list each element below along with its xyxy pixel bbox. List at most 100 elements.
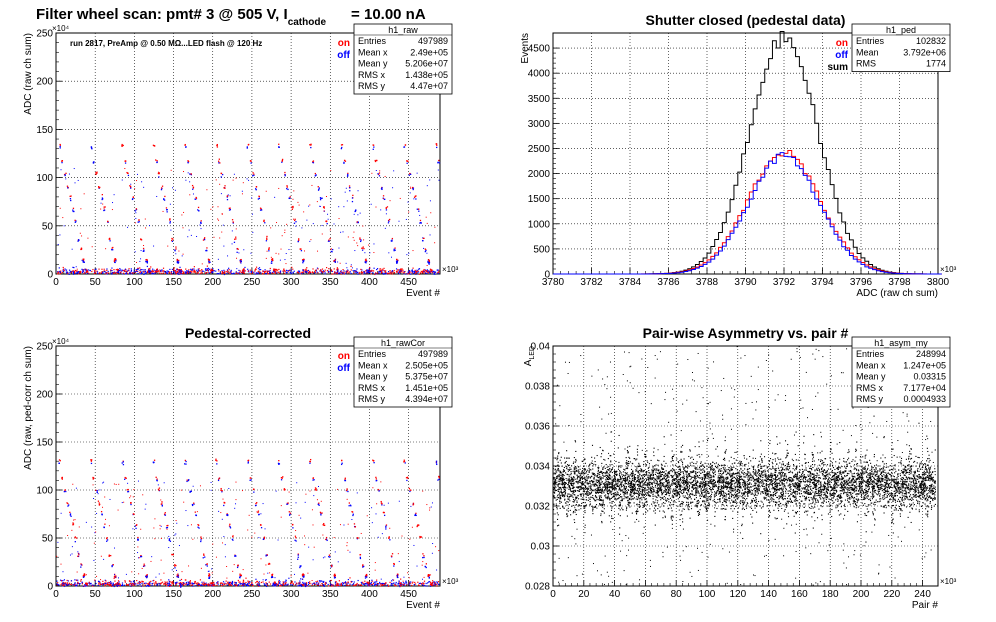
x-tick-label: 3800: [927, 277, 950, 288]
data-point: [207, 267, 210, 269]
scatter-points: [56, 458, 440, 588]
data-point: [375, 169, 377, 171]
data-point: [739, 475, 741, 477]
data-point: [240, 582, 242, 585]
data-point: [709, 473, 711, 475]
data-point: [277, 584, 280, 586]
data-point: [847, 451, 849, 454]
data-point: [208, 272, 210, 274]
data-point: [314, 489, 316, 491]
y-tick-label: 150: [36, 438, 53, 449]
data-point: [204, 269, 207, 271]
data-point: [91, 459, 93, 461]
data-point: [422, 556, 424, 559]
data-point: [219, 162, 221, 164]
data-point: [293, 270, 295, 272]
data-point: [134, 582, 136, 584]
data-point: [189, 270, 192, 272]
data-point: [908, 499, 910, 501]
data-point: [78, 553, 80, 555]
data-point: [222, 498, 224, 500]
data-point: [161, 272, 163, 274]
data-point: [85, 584, 88, 587]
data-point: [113, 269, 115, 271]
data-point: [184, 271, 186, 273]
data-point: [377, 536, 379, 538]
histogram-on: [553, 149, 942, 275]
data-point: [882, 489, 884, 491]
data-point: [259, 209, 262, 211]
data-point: [323, 270, 325, 273]
data-point: [316, 584, 319, 586]
data-point: [242, 271, 244, 274]
data-point: [385, 524, 388, 526]
data-point: [724, 470, 726, 472]
data-point: [98, 502, 100, 504]
data-point: [95, 489, 97, 491]
data-point: [103, 270, 105, 272]
data-point: [135, 583, 137, 585]
data-point: [401, 583, 403, 585]
data-point: [352, 513, 354, 515]
data-point: [82, 576, 85, 578]
data-point: [383, 504, 385, 506]
data-point: [264, 272, 266, 274]
data-point: [333, 575, 336, 578]
data-point: [226, 565, 228, 567]
data-point: [408, 272, 411, 274]
data-point: [145, 585, 148, 587]
data-point: [344, 477, 346, 479]
data-point: [327, 240, 329, 242]
data-point: [391, 553, 394, 555]
data-point: [258, 272, 260, 274]
data-point: [427, 270, 429, 273]
data-point: [561, 465, 563, 467]
data-point: [324, 582, 326, 584]
data-point: [145, 503, 147, 505]
data-point: [416, 565, 418, 567]
data-point: [258, 267, 261, 269]
data-point: [350, 265, 352, 268]
data-point: [204, 556, 206, 558]
data-point: [111, 270, 113, 272]
data-point: [224, 187, 226, 189]
data-point: [412, 270, 414, 273]
data-point: [410, 505, 412, 507]
data-point: [225, 583, 227, 585]
data-point: [235, 503, 237, 505]
data-point: [422, 237, 424, 239]
data-point: [368, 244, 370, 246]
data-point: [319, 511, 322, 513]
data-point: [422, 561, 424, 563]
data-point: [174, 189, 176, 191]
y-tick-label: 3500: [528, 94, 551, 105]
data-point: [182, 271, 184, 273]
data-point: [275, 272, 277, 274]
data-point: [185, 579, 187, 581]
data-point: [406, 273, 408, 275]
data-point: [298, 582, 300, 584]
data-point: [136, 173, 138, 175]
data-point: [587, 473, 589, 476]
data-point: [429, 585, 432, 587]
data-point: [608, 489, 611, 491]
data-point: [280, 516, 282, 518]
data-point: [923, 492, 925, 494]
data-point: [260, 527, 263, 529]
data-point: [272, 583, 274, 585]
data-point: [802, 476, 805, 478]
data-point: [435, 546, 437, 548]
data-point: [386, 272, 388, 274]
data-point: [766, 494, 769, 496]
data-point: [56, 580, 58, 582]
data-point: [206, 189, 208, 191]
data-point: [342, 272, 344, 275]
data-point: [320, 269, 322, 271]
data-point: [138, 219, 140, 221]
data-point: [207, 270, 210, 272]
data-point: [88, 582, 90, 584]
data-point: [113, 260, 116, 262]
data-point: [600, 513, 602, 515]
data-point: [101, 198, 103, 201]
data-point: [116, 268, 119, 271]
